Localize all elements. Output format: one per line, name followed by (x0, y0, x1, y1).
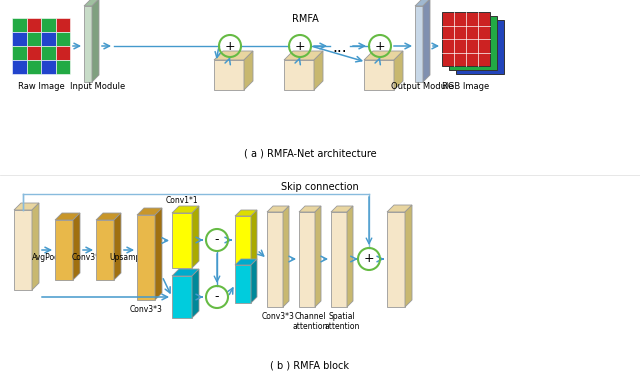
Polygon shape (394, 51, 403, 90)
Text: Conv3*3: Conv3*3 (72, 253, 104, 262)
Polygon shape (284, 60, 314, 90)
Polygon shape (251, 210, 257, 265)
Polygon shape (73, 213, 80, 280)
Text: ( b ) RMFA block: ( b ) RMFA block (271, 360, 349, 370)
Polygon shape (235, 216, 251, 265)
Polygon shape (192, 206, 199, 268)
Text: AvgPool: AvgPool (32, 253, 62, 262)
Polygon shape (96, 213, 121, 220)
Text: Conv1*1: Conv1*1 (166, 196, 198, 205)
Polygon shape (172, 213, 192, 268)
Polygon shape (172, 269, 199, 276)
Polygon shape (41, 18, 56, 32)
Polygon shape (56, 46, 70, 60)
Polygon shape (41, 46, 56, 60)
Polygon shape (32, 203, 39, 290)
Polygon shape (14, 210, 32, 290)
Polygon shape (449, 16, 497, 70)
Polygon shape (387, 205, 412, 212)
Polygon shape (12, 60, 26, 74)
Text: +: + (294, 39, 305, 53)
Text: Input Module: Input Module (70, 82, 125, 91)
Polygon shape (137, 215, 155, 300)
Polygon shape (387, 212, 405, 307)
Polygon shape (172, 276, 192, 318)
Polygon shape (12, 32, 26, 46)
Polygon shape (84, 0, 99, 6)
Text: -: - (215, 233, 220, 246)
Polygon shape (56, 32, 70, 46)
Text: Output Module: Output Module (390, 82, 453, 91)
Polygon shape (235, 259, 257, 265)
Text: Raw Image: Raw Image (18, 82, 65, 91)
Text: RMFA: RMFA (292, 14, 318, 24)
Text: +: + (374, 39, 385, 53)
Polygon shape (96, 220, 114, 280)
Polygon shape (26, 46, 41, 60)
Polygon shape (331, 212, 347, 307)
Polygon shape (267, 206, 289, 212)
Polygon shape (92, 0, 99, 82)
Polygon shape (299, 212, 315, 307)
Polygon shape (55, 213, 80, 220)
Polygon shape (214, 60, 244, 90)
Polygon shape (214, 51, 253, 60)
Polygon shape (283, 206, 289, 307)
Polygon shape (347, 206, 353, 307)
Polygon shape (235, 265, 251, 303)
Polygon shape (284, 51, 323, 60)
Polygon shape (456, 20, 504, 74)
Polygon shape (442, 12, 490, 66)
Polygon shape (331, 206, 353, 212)
Polygon shape (267, 212, 283, 307)
Polygon shape (192, 269, 199, 318)
Polygon shape (26, 18, 41, 32)
Polygon shape (314, 51, 323, 90)
Text: Channel
attention: Channel attention (292, 312, 328, 331)
Polygon shape (56, 60, 70, 74)
Text: ( a ) RMFA-Net architecture: ( a ) RMFA-Net architecture (244, 148, 376, 158)
Polygon shape (423, 0, 430, 82)
Polygon shape (26, 32, 41, 46)
Polygon shape (415, 0, 430, 6)
Polygon shape (26, 60, 41, 74)
Polygon shape (364, 51, 403, 60)
Polygon shape (56, 18, 70, 32)
Polygon shape (12, 46, 26, 60)
Polygon shape (155, 208, 162, 300)
Polygon shape (172, 206, 199, 213)
Text: Upsample: Upsample (110, 253, 148, 262)
Polygon shape (55, 220, 73, 280)
Polygon shape (251, 259, 257, 303)
Text: -: - (215, 290, 220, 304)
Text: Conv3*3: Conv3*3 (129, 305, 163, 314)
Polygon shape (137, 208, 162, 215)
Polygon shape (41, 32, 56, 46)
Polygon shape (405, 205, 412, 307)
Polygon shape (235, 210, 257, 216)
Text: Skip connection: Skip connection (281, 182, 359, 192)
Polygon shape (14, 203, 39, 210)
Polygon shape (12, 18, 26, 32)
Text: ...: ... (333, 39, 348, 55)
Polygon shape (114, 213, 121, 280)
Polygon shape (299, 206, 321, 212)
Text: +: + (364, 252, 374, 266)
Polygon shape (415, 6, 423, 82)
Polygon shape (364, 60, 394, 90)
Text: RGB Image: RGB Image (442, 82, 490, 91)
Text: +: + (225, 39, 236, 53)
Polygon shape (244, 51, 253, 90)
Text: Spatial
attention: Spatial attention (324, 312, 360, 331)
Text: Conv3*3: Conv3*3 (262, 312, 294, 321)
Polygon shape (315, 206, 321, 307)
Polygon shape (84, 6, 92, 82)
Polygon shape (41, 60, 56, 74)
